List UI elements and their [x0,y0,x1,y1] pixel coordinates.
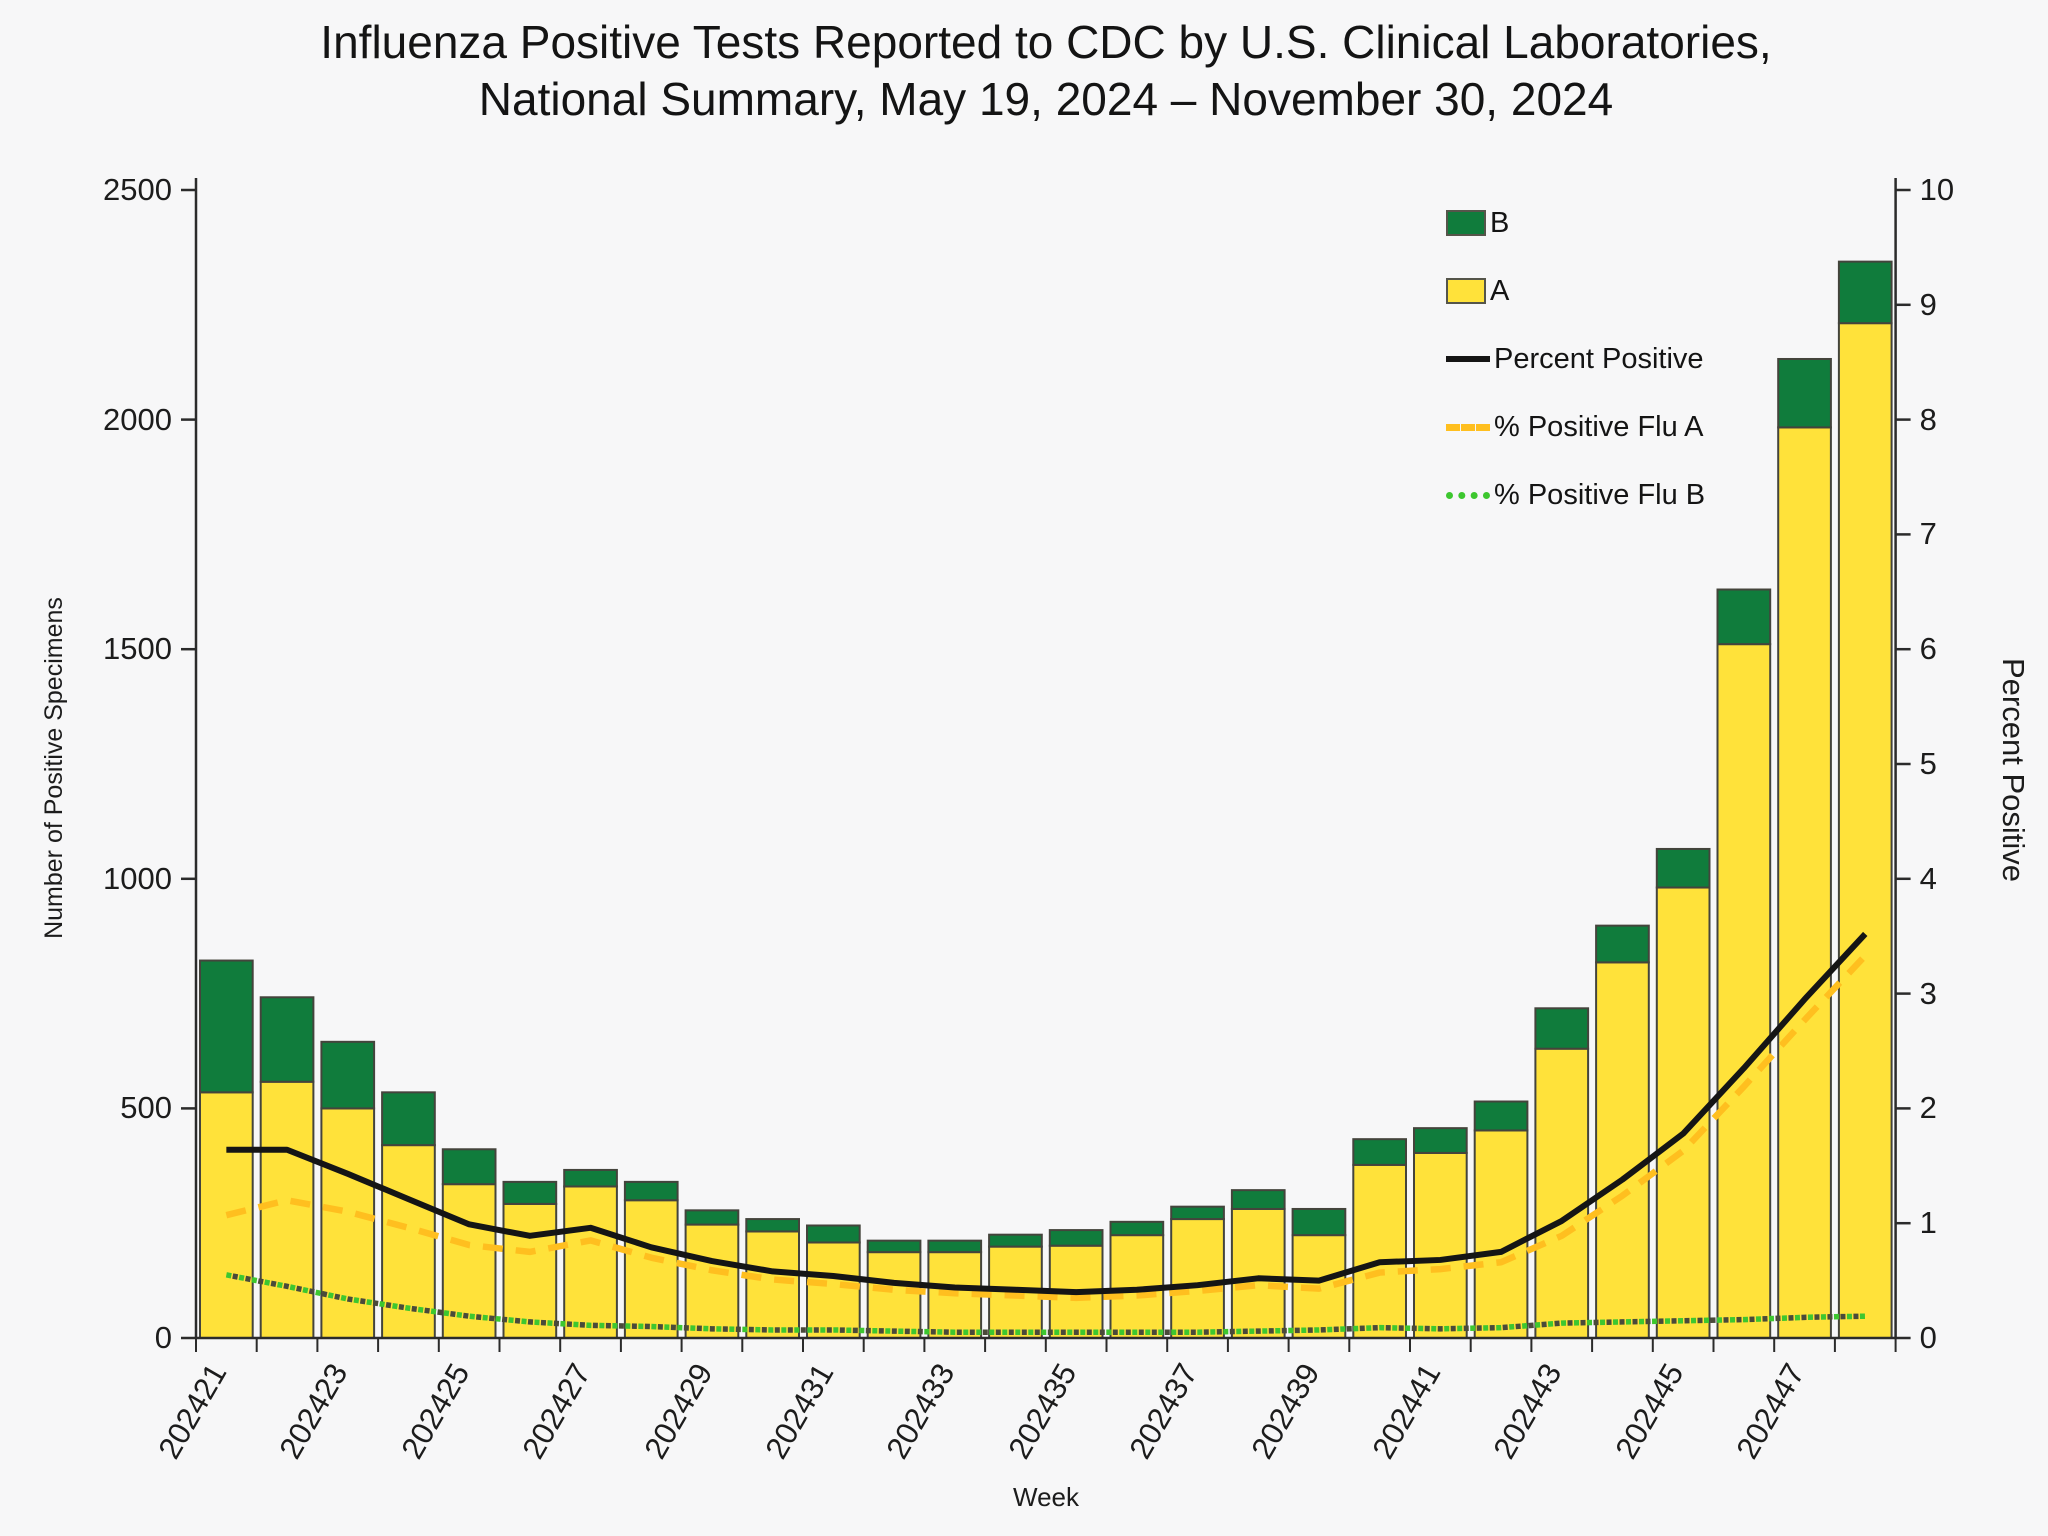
bar-flu-a-202444 [1595,961,1650,1339]
right-axis-tick-label: 10 [1919,172,1955,207]
chart-title-line1: Influenza Positive Tests Reported to CDC… [320,16,1772,68]
bar-flu-a-202438 [1230,1207,1286,1340]
bar-flu-b-202447 [1777,357,1832,429]
left-axis-title: Number of Positive Specimens [40,597,68,939]
bar-flu-b-202445 [1655,847,1711,889]
pct-positive-flu-b-line-icon [1446,491,1490,499]
bar-flu-b-202438 [1230,1189,1286,1210]
legend-label-pct-flu-a: % Positive Flu A [1494,410,1704,443]
pct-positive-flu-a-line-icon [1446,423,1490,431]
percent-positive-line [226,931,1868,1296]
bar-flu-b-202423 [320,1040,376,1110]
right-axis-tick-label: 6 [1919,631,1937,667]
right-axis-tick-label: 7 [1919,516,1937,552]
bar-flu-b-202421 [199,959,254,1094]
chart-title-line2: National Summary, May 19, 2024 – Novembe… [478,73,1614,125]
bar-flu-b-202436 [1109,1220,1165,1237]
bar-flu-b-202437 [1170,1205,1225,1221]
left-axis-tick-label: 1000 [103,860,172,896]
bar-flu-a-202448 [1837,322,1893,1339]
bar-flu-b-202439 [1291,1207,1347,1237]
bar-flu-a-202443 [1534,1047,1590,1339]
bar-flu-b-202446 [1716,588,1772,646]
left-axis-tick-label: 2500 [103,172,172,207]
bar-flu-a-202422 [259,1080,315,1339]
legend-item-flu-b: B [1446,200,1705,246]
right-axis-tick-label: 5 [1919,746,1937,781]
bar-flu-a-202447 [1777,426,1832,1340]
flu-a-swatch-icon [1446,278,1486,304]
bar-flu-b-202428 [623,1180,679,1202]
right-axis-tick-label: 4 [1919,860,1937,896]
pct-positive-flu-a-line [225,953,1868,1302]
legend-item-pct-flu-b: % Positive Flu B [1446,472,1705,518]
right-axis-tick-label: 2 [1919,1090,1937,1126]
flu-b-swatch-icon [1446,210,1486,236]
bar-flu-a-202437 [1170,1218,1225,1340]
legend-label-pct-flu-b: % Positive Flu B [1494,478,1706,511]
left-axis-tick-label: 0 [154,1320,172,1355]
bar-flu-b-202441 [1413,1127,1468,1154]
bar-flu-a-202427 [563,1185,618,1339]
bar-flu-b-202444 [1595,924,1650,964]
left-axis-tick-label: 500 [120,1090,172,1126]
bar-flu-b-202425 [441,1148,497,1186]
legend-label-percent-positive: Percent Positive [1494,342,1704,375]
bar-flu-b-202435 [1048,1229,1104,1247]
bar-flu-b-202427 [563,1168,618,1188]
percent-positive-line-icon [1446,356,1490,362]
bar-flu-b-202448 [1837,260,1893,325]
bar-flu-b-202440 [1352,1138,1408,1166]
bar-flu-a-202440 [1352,1163,1408,1339]
left-axis-tick-label: 2000 [103,401,172,437]
bar-flu-b-202434 [988,1233,1043,1248]
legend-item-pct-flu-a: % Positive Flu A [1446,404,1705,450]
right-axis-tick-label: 3 [1919,975,1937,1011]
bar-flu-a-202430 [745,1230,800,1339]
bar-flu-a-202446 [1716,643,1772,1339]
bar-flu-b-202443 [1534,1007,1590,1050]
bar-flu-a-202431 [806,1241,861,1340]
right-axis-tick-label: 1 [1919,1205,1937,1241]
bar-flu-b-202422 [259,996,315,1083]
bar-flu-a-202441 [1413,1151,1468,1339]
x-axis-title: Week [1013,1482,1079,1512]
bar-flu-b-202429 [684,1209,740,1226]
bar-flu-b-202432 [866,1239,922,1254]
bar-flu-b-202430 [745,1218,800,1233]
right-axis-tick-label: 8 [1919,401,1937,437]
bar-flu-a-202429 [684,1223,740,1340]
bar-flu-a-202442 [1473,1129,1529,1340]
left-axis-tick-label: 1500 [103,631,172,667]
legend-item-percent-positive: Percent Positive [1446,336,1705,382]
bar-flu-a-202428 [623,1199,679,1339]
bar-flu-b-202442 [1473,1100,1529,1132]
bar-flu-b-202431 [806,1224,861,1244]
pct-positive-flu-b-line [225,1272,1866,1336]
chart-title: Influenza Positive Tests Reported to CDC… [196,14,1896,128]
bar-flu-b-202424 [381,1091,436,1147]
bar-flu-a-202426 [502,1202,558,1339]
bar-flu-a-202432 [866,1251,922,1340]
right-axis-tick-label: 9 [1919,286,1937,322]
bar-flu-b-202426 [502,1180,558,1205]
legend: B A Percent Positive % Positive Flu A % … [1446,200,1705,540]
right-axis-tick-label: 0 [1919,1320,1937,1355]
legend-item-flu-a: A [1446,268,1705,314]
bar-flu-b-202433 [927,1239,983,1254]
legend-label-flu-a: A [1490,274,1510,307]
bar-flu-a-202423 [320,1107,376,1340]
right-axis-title: Percent Positive [1996,658,2031,882]
legend-label-flu-b: B [1490,206,1510,239]
bar-flu-a-202421 [199,1091,254,1339]
